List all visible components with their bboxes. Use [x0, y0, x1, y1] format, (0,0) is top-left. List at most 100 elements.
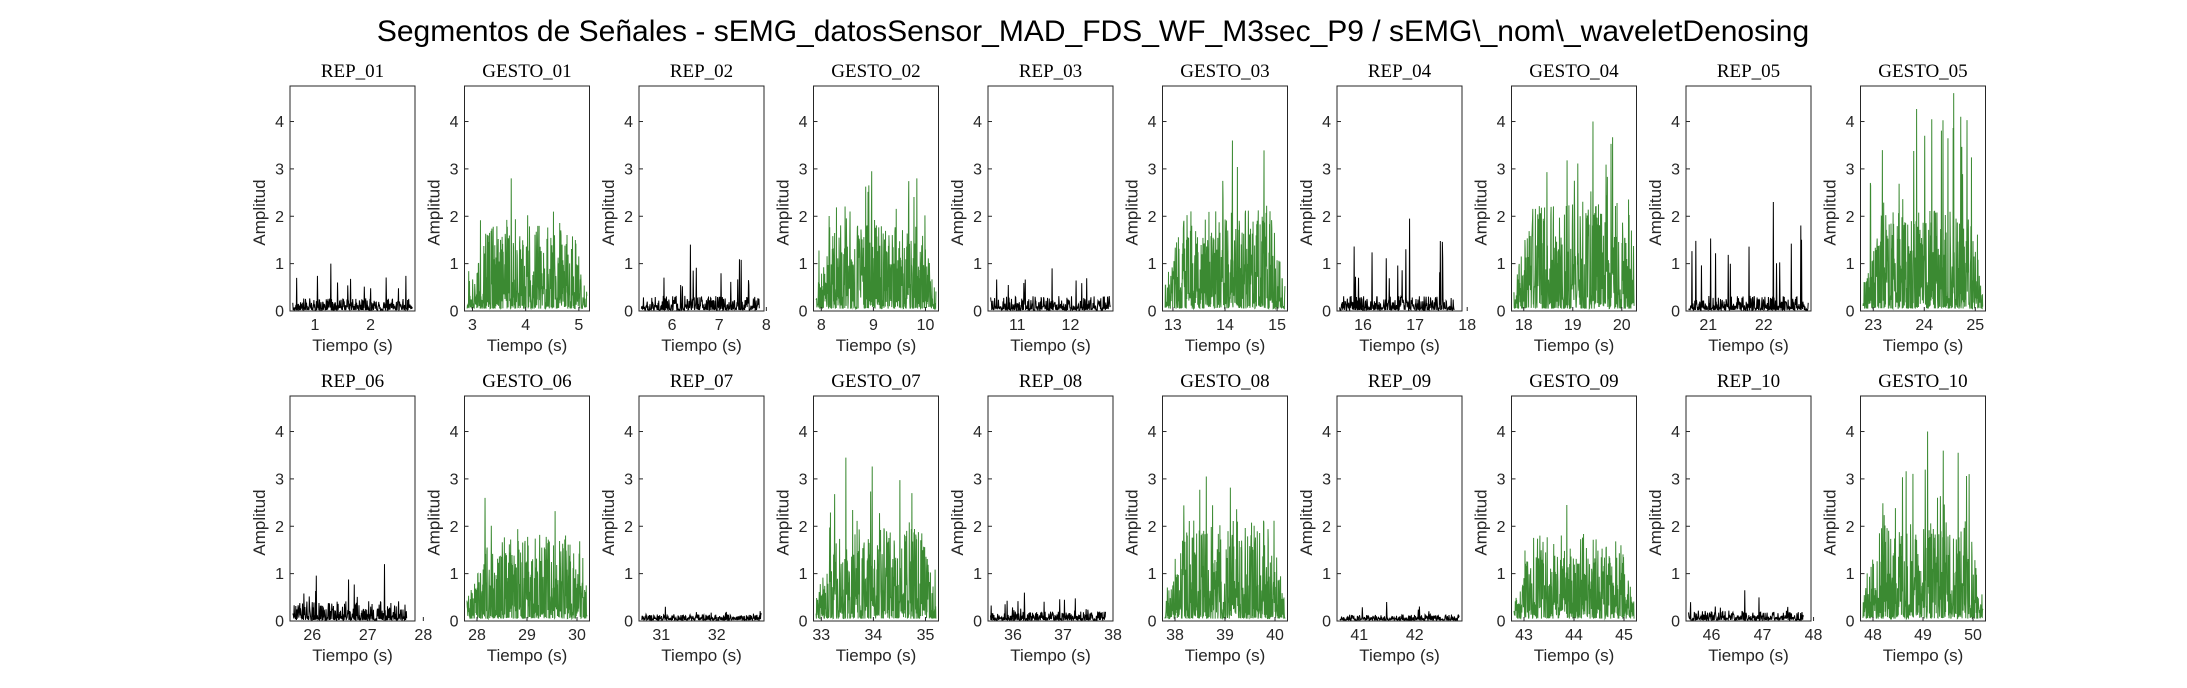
y-tick-label: 2 [624, 519, 633, 536]
subplot-title: REP_01 [321, 61, 384, 82]
y-tick-label: 0 [1322, 614, 1331, 631]
x-tick-label: 39 [1216, 627, 1234, 644]
x-axis-label: Tiempo (s) [1534, 646, 1615, 665]
y-tick-label: 2 [275, 209, 284, 226]
x-tick-label: 22 [1755, 317, 1773, 334]
x-axis-label: Tiempo (s) [1185, 646, 1266, 665]
axes-box [464, 85, 590, 312]
x-tick-label: 13 [1164, 317, 1182, 334]
subplot-title: REP_07 [670, 371, 733, 392]
y-axis-label: Amplitud [425, 489, 444, 555]
x-axis-label: Tiempo (s) [1534, 336, 1615, 355]
subplot-title: REP_03 [1019, 61, 1082, 82]
y-tick-label: 3 [1497, 161, 1506, 178]
subplot-title: GESTO_02 [831, 61, 920, 82]
subplot-title: REP_05 [1717, 61, 1780, 82]
x-tick-label: 37 [1054, 627, 1072, 644]
x-tick-label: 15 [1268, 317, 1286, 334]
y-tick-label: 3 [799, 161, 808, 178]
y-tick-label: 0 [275, 304, 284, 321]
y-tick-label: 4 [1148, 114, 1157, 131]
y-tick-label: 3 [450, 471, 459, 488]
x-tick-label: 27 [359, 627, 377, 644]
y-axis-label: Amplitud [599, 179, 618, 245]
x-axis-label: Tiempo (s) [312, 646, 393, 665]
signal-trace-rep [1339, 218, 1455, 311]
x-axis-label: Tiempo (s) [487, 336, 568, 355]
y-tick-label: 1 [1322, 256, 1331, 273]
y-tick-label: 4 [624, 424, 633, 441]
x-tick-label: 8 [762, 317, 771, 334]
x-tick-label: 29 [518, 627, 536, 644]
y-tick-label: 2 [1671, 209, 1680, 226]
signal-trace-rep [1688, 202, 1809, 311]
y-axis-label: Amplitud [948, 179, 967, 245]
y-tick-label: 2 [1671, 519, 1680, 536]
y-tick-label: 4 [1671, 114, 1680, 131]
y-tick-label: 3 [624, 161, 633, 178]
signal-trace-gesto [1164, 140, 1286, 311]
x-tick-label: 7 [715, 317, 724, 334]
y-axis-label: Amplitud [948, 489, 967, 555]
y-tick-label: 1 [624, 566, 633, 583]
y-tick-label: 1 [1497, 566, 1506, 583]
subplot-title: REP_10 [1717, 371, 1780, 392]
subplot-title: GESTO_05 [1878, 61, 1967, 82]
y-tick-label: 3 [1497, 471, 1506, 488]
signal-trace-rep [1688, 590, 1804, 621]
y-tick-label: 0 [1671, 614, 1680, 631]
y-tick-label: 1 [1148, 566, 1157, 583]
y-tick-label: 3 [973, 471, 982, 488]
x-tick-label: 45 [1615, 627, 1633, 644]
x-tick-label: 50 [1964, 627, 1982, 644]
subplot-title: REP_08 [1019, 371, 1082, 392]
axes-box [813, 85, 939, 312]
y-tick-label: 1 [1671, 566, 1680, 583]
axes-box [987, 85, 1114, 312]
y-tick-label: 4 [1846, 424, 1855, 441]
subplot-rep-01: REP_01 0 1 2 3 4 1 2 Tiempo (s) Amplitud [250, 61, 416, 355]
x-axis-label: Tiempo (s) [836, 646, 917, 665]
y-tick-label: 3 [799, 471, 808, 488]
x-tick-label: 2 [366, 317, 375, 334]
signal-trace-rep [1339, 602, 1460, 621]
axes-box [289, 395, 416, 622]
y-tick-label: 2 [1148, 519, 1157, 536]
x-tick-label: 28 [468, 627, 486, 644]
y-axis-label: Amplitud [250, 489, 269, 555]
y-tick-label: 0 [450, 304, 459, 321]
axes-box [1336, 85, 1463, 312]
y-tick-label: 0 [1148, 304, 1157, 321]
subplot-rep-04: REP_04 0 1 2 3 4 16 17 18 Tiempo (s) Amplitud [1297, 61, 1476, 355]
y-tick-label: 0 [450, 614, 459, 631]
y-tick-label: 2 [973, 209, 982, 226]
subplot-gesto-01: GESTO_01 0 1 2 3 4 3 4 5 Tiempo (s) Amplitud [425, 61, 590, 355]
x-tick-label: 34 [864, 627, 882, 644]
y-axis-label: Amplitud [1646, 489, 1665, 555]
y-tick-label: 2 [1497, 519, 1506, 536]
y-tick-label: 0 [275, 614, 284, 631]
subplot-rep-09: REP_09 0 1 2 3 4 41 42 Tiempo (s) Amplitud [1297, 371, 1463, 665]
y-tick-label: 2 [450, 519, 459, 536]
x-axis-label: Tiempo (s) [1883, 336, 1964, 355]
y-tick-label: 1 [973, 256, 982, 273]
y-tick-label: 4 [1497, 114, 1506, 131]
signal-trace-gesto [1164, 476, 1286, 620]
x-tick-label: 10 [917, 317, 935, 334]
axes-box [987, 395, 1114, 622]
y-tick-label: 0 [1497, 614, 1506, 631]
y-tick-label: 2 [275, 519, 284, 536]
y-tick-label: 4 [1322, 424, 1331, 441]
axes-box [1860, 85, 1986, 312]
axes-box [638, 85, 765, 312]
y-tick-label: 1 [275, 256, 284, 273]
y-tick-label: 4 [1148, 424, 1157, 441]
x-tick-label: 20 [1613, 317, 1631, 334]
y-tick-label: 1 [624, 256, 633, 273]
